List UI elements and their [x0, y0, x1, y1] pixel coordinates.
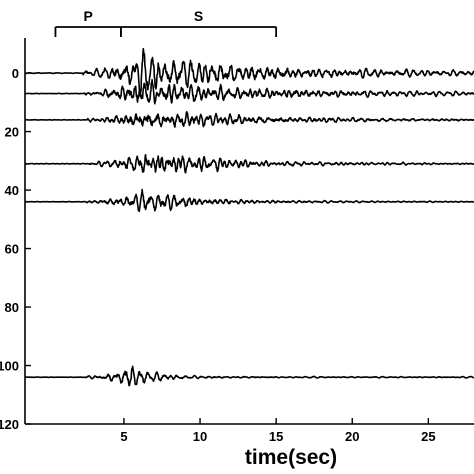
y-tick-label: 40 — [5, 183, 19, 198]
trace-6 — [24, 365, 474, 387]
trace-4 — [24, 154, 474, 174]
trace-5 — [24, 188, 474, 213]
y-tick-label: 60 — [5, 242, 19, 257]
tick-labels: 5 10 15 20 25 0 20 40 60 80 100 120 — [0, 66, 436, 444]
x-tick-label: 25 — [421, 429, 435, 444]
x-tick-label: 15 — [269, 429, 283, 444]
trace-1 — [24, 47, 474, 97]
y-tick-label: 20 — [5, 125, 19, 140]
phase-label-s: S — [194, 8, 203, 24]
trace-3 — [24, 111, 474, 128]
axes — [24, 38, 474, 425]
x-axis-title: time(sec) — [245, 446, 337, 469]
y-tick-label: 100 — [0, 359, 19, 374]
seismogram-traces — [24, 47, 474, 387]
y-tick-label: 0 — [12, 66, 19, 81]
x-tick-label: 20 — [345, 429, 359, 444]
y-tick-label: 120 — [0, 417, 19, 432]
y-tick-label: 80 — [5, 300, 19, 315]
trace-2 — [24, 78, 474, 105]
phase-label-p: P — [83, 8, 92, 24]
x-tick-label: 10 — [193, 429, 207, 444]
x-tick-label: 5 — [120, 429, 127, 444]
